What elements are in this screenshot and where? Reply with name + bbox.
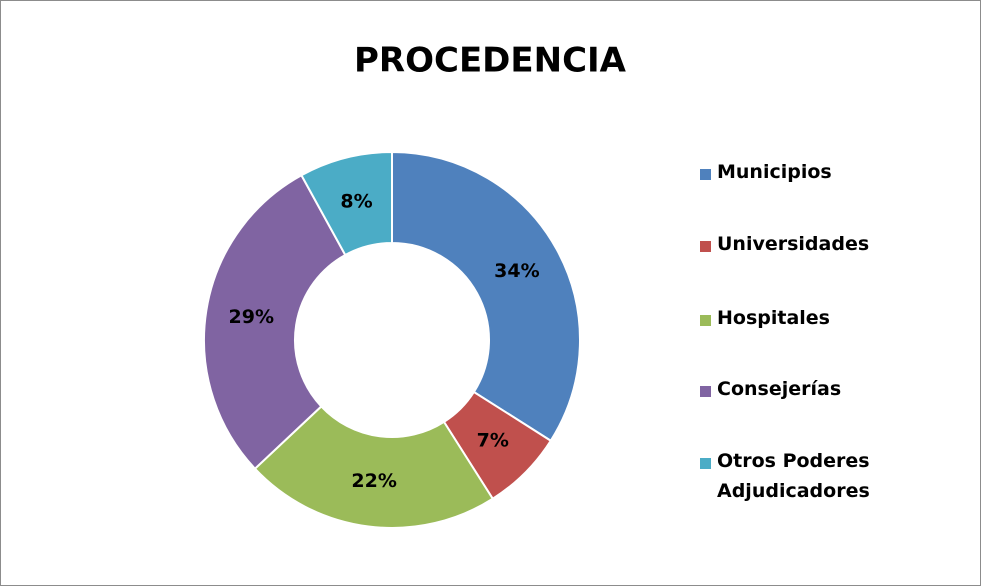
legend-label: Municipios [717,161,832,183]
slice [203,173,347,471]
legend-swatch [700,169,711,180]
legend-swatch [700,386,711,397]
legend-item: Hospitales [700,307,897,333]
chart-title: PROCEDENCIA [354,41,627,81]
legend-label: Otros Poderes Adjudicadores [717,450,870,502]
legend-swatch [700,241,711,252]
data-label: 34% [494,260,539,282]
legend-swatch [700,315,711,326]
legend-label: Universidades [717,233,870,255]
legend-item: Otros Poderes Adjudicadores [700,450,897,506]
data-label: 22% [351,470,396,492]
legend-item: Universidades [700,233,897,259]
data-label: 8% [340,190,372,212]
slice [300,150,393,257]
data-label: 7% [477,429,509,451]
data-label: 29% [229,306,274,328]
slice [391,150,581,443]
legend-swatch [700,458,711,469]
slice [253,404,495,529]
legend-label: Consejerías [717,378,842,400]
legend-label: Hospitales [717,307,830,329]
legend-item: Consejerías [700,378,897,404]
legend-item: Municipios [700,161,897,187]
